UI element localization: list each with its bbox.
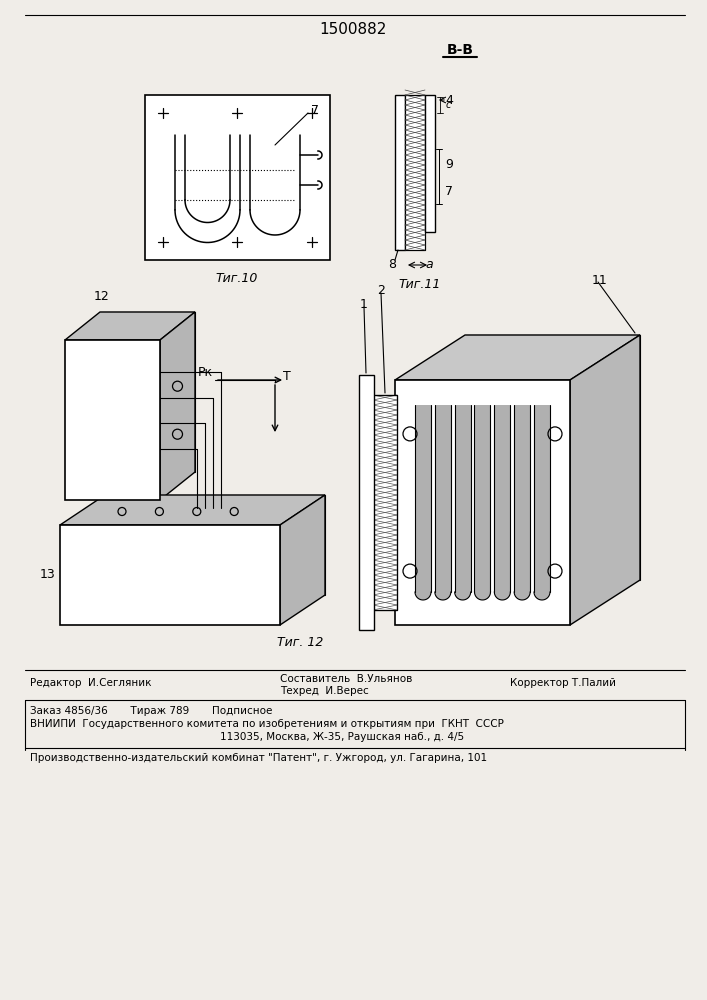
Polygon shape: [465, 335, 640, 580]
Text: Редактор  И.Сегляник: Редактор И.Сегляник: [30, 678, 151, 688]
Polygon shape: [280, 495, 325, 625]
Wedge shape: [435, 592, 451, 600]
Text: a: a: [425, 258, 433, 271]
Wedge shape: [455, 592, 471, 600]
Bar: [415, 405, 431, 592]
Bar: [373, 395, 397, 610]
Text: 1500882: 1500882: [320, 22, 387, 37]
Bar: [145, 95, 330, 260]
Polygon shape: [65, 312, 195, 340]
Text: 7: 7: [445, 185, 453, 198]
Text: 8: 8: [388, 258, 396, 271]
Text: Τиг.10: Τиг.10: [216, 271, 258, 284]
Bar: [359, 375, 374, 630]
Text: Pк: Pк: [197, 365, 213, 378]
Bar: [514, 405, 530, 592]
Bar: [435, 405, 451, 592]
Bar: [494, 405, 510, 592]
Bar: [65, 340, 160, 500]
Text: Составитель  В.Ульянов: Составитель В.Ульянов: [280, 674, 412, 684]
Text: Τиг. 12: Τиг. 12: [277, 636, 323, 648]
Text: Τиг.11: Τиг.11: [399, 278, 441, 292]
Text: Производственно-издательский комбинат "Патент", г. Ужгород, ул. Гагарина, 101: Производственно-издательский комбинат "П…: [30, 753, 487, 763]
Text: 11: 11: [592, 273, 608, 286]
Wedge shape: [514, 592, 530, 600]
Polygon shape: [105, 495, 325, 595]
Bar: [474, 405, 491, 592]
Text: Техред  И.Верес: Техред И.Верес: [280, 686, 369, 696]
Text: Корректор Т.Палий: Корректор Т.Палий: [510, 678, 616, 688]
Wedge shape: [494, 592, 510, 600]
Text: 1: 1: [360, 298, 368, 312]
Text: 12: 12: [94, 290, 110, 304]
Polygon shape: [160, 312, 195, 500]
Text: c: c: [445, 100, 450, 110]
Bar: [405, 95, 425, 250]
Bar: [395, 380, 570, 625]
Text: 113035, Москва, Ж-35, Раушская наб., д. 4/5: 113035, Москва, Ж-35, Раушская наб., д. …: [220, 732, 464, 742]
Text: 7: 7: [311, 104, 319, 116]
Bar: [425, 95, 435, 232]
Text: Заказ 4856/36       Тираж 789       Подписное: Заказ 4856/36 Тираж 789 Подписное: [30, 706, 272, 716]
Bar: [455, 405, 471, 592]
Bar: [373, 395, 397, 610]
Polygon shape: [100, 312, 195, 472]
Polygon shape: [570, 335, 640, 625]
Polygon shape: [60, 495, 325, 525]
Bar: [395, 95, 405, 250]
Bar: [60, 525, 280, 625]
Text: 13: 13: [40, 568, 56, 582]
Text: 2: 2: [377, 284, 385, 296]
Text: 4: 4: [445, 94, 453, 106]
Text: B-B: B-B: [447, 43, 474, 57]
Bar: [534, 405, 550, 592]
Text: ВНИИПИ  Государственного комитета по изобретениям и открытиям при  ГКНТ  СССР: ВНИИПИ Государственного комитета по изоб…: [30, 719, 504, 729]
Bar: [405, 95, 425, 250]
Wedge shape: [474, 592, 491, 600]
Wedge shape: [415, 592, 431, 600]
Wedge shape: [534, 592, 550, 600]
Text: T: T: [283, 370, 291, 383]
Polygon shape: [395, 335, 640, 380]
Text: 9: 9: [445, 158, 453, 171]
